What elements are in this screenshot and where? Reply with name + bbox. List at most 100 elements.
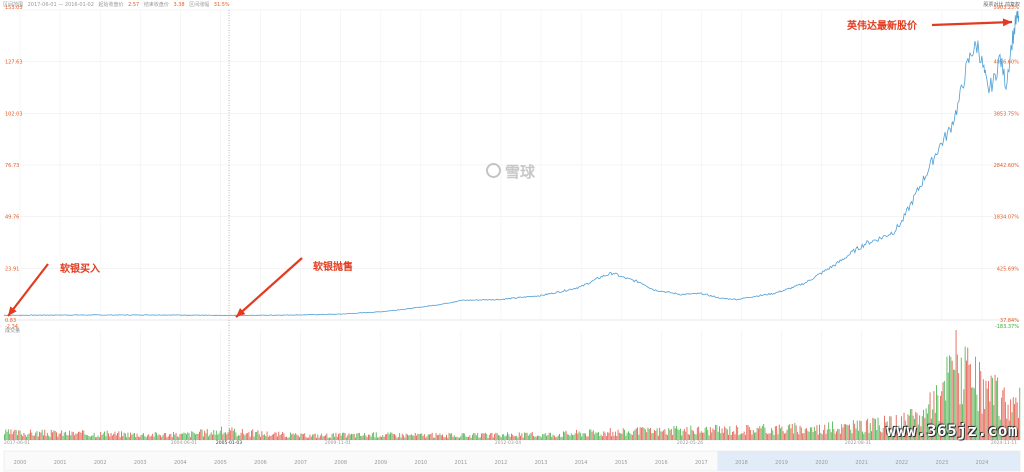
volume-bar: [262, 434, 264, 440]
right-tick-label: 37.84%: [1000, 318, 1019, 324]
volume-bar: [478, 437, 480, 440]
volume-bar: [433, 437, 434, 440]
volume-bar: [655, 431, 657, 440]
volume-bar: [420, 433, 421, 440]
volume-bar: [877, 417, 879, 440]
volume-bar: [626, 432, 628, 440]
volume-bar: [256, 431, 258, 440]
volume-bar: [316, 437, 317, 440]
volume-bar: [50, 429, 52, 440]
volume-bar: [530, 433, 532, 440]
volume-bar: [764, 427, 766, 440]
volume-bar: [438, 434, 440, 440]
navigator-selection: [717, 451, 1020, 471]
volume-bar: [179, 434, 181, 440]
volume-bar: [306, 437, 308, 440]
volume-bar: [31, 432, 33, 440]
volume-bar: [35, 432, 37, 440]
volume-bar: [488, 434, 490, 440]
volume-bar: [893, 426, 895, 440]
volume-bar: [812, 432, 814, 440]
volume-bar: [755, 432, 757, 440]
volume-bar: [413, 435, 415, 440]
volume-bar: [838, 429, 840, 440]
volume-bar: [152, 433, 154, 440]
volume-bar: [227, 432, 229, 440]
range-label: 区间范围: [3, 2, 24, 8]
volume-bar: [11, 434, 13, 440]
volume-bar: [552, 434, 554, 440]
volume-bar: [907, 414, 909, 440]
volume-bar: [69, 430, 70, 440]
compare-links[interactable]: 股票对比 前复权: [983, 2, 1020, 8]
volume-bar: [577, 433, 579, 440]
volume-bar: [253, 436, 255, 440]
volume-bar: [93, 432, 95, 440]
volume-bar: [45, 435, 47, 440]
volume-bar: [381, 437, 382, 440]
volume-bar: [777, 434, 779, 440]
volume-bar: [745, 434, 746, 440]
volume-bar: [9, 433, 11, 440]
volume-bar: [566, 434, 568, 440]
volume-bar: [332, 433, 334, 440]
x-marker-label: 2022-08-31: [845, 440, 871, 446]
volume-bar: [693, 431, 694, 440]
volume-bar: [1006, 418, 1008, 440]
volume-bar: [941, 391, 943, 440]
volume-bar: [807, 430, 809, 440]
volume-bar: [305, 437, 307, 440]
volume-bar: [769, 433, 771, 440]
volume-bar: [615, 431, 616, 440]
volume-bar: [537, 435, 538, 440]
volume-bar: [126, 437, 128, 440]
volume-bar: [613, 435, 615, 440]
volume-bar: [200, 429, 202, 440]
volume-bar: [343, 432, 345, 440]
volume-bar: [139, 437, 141, 440]
volume-bar: [254, 432, 256, 440]
volume-bar: [400, 437, 402, 440]
volume-bar: [273, 434, 274, 440]
volume-bar: [628, 431, 629, 440]
x-marker-label: 2004-06-01: [171, 440, 197, 446]
volume-bar: [555, 437, 557, 440]
volume-bar: [284, 437, 286, 440]
year-label: 2022: [895, 460, 908, 466]
volume-bar: [561, 436, 563, 440]
volume-bar: [422, 435, 424, 440]
volume-bar: [919, 415, 921, 440]
volume-bar: [74, 435, 76, 440]
volume-bar: [161, 437, 163, 440]
right-tick-label: 425.69%: [997, 266, 1019, 272]
x-marker-label: 2017-06-01: [4, 440, 30, 446]
volume-bar: [491, 432, 493, 440]
volume-bar: [797, 431, 798, 440]
volume-bar: [275, 432, 277, 440]
volume-bar: [114, 431, 116, 440]
volume-bar: [724, 426, 726, 440]
change-label: 区间涨幅: [189, 2, 210, 8]
volume-bar: [278, 431, 280, 440]
volume-bar: [569, 435, 571, 440]
volume-bar: [100, 431, 102, 440]
volume-bar: [811, 427, 813, 440]
volume-bar: [184, 432, 186, 440]
volume-bar: [192, 431, 194, 440]
volume-bar: [945, 400, 947, 440]
volume-bar: [344, 433, 346, 440]
volume-bar: [521, 433, 523, 440]
volume-bar: [429, 434, 430, 440]
volume-bar: [403, 435, 404, 440]
volume-bar: [657, 435, 659, 440]
volume-bar: [904, 420, 906, 440]
volume-bar: [153, 436, 155, 440]
year-label: 2014: [575, 460, 588, 466]
volume-bar: [37, 436, 39, 440]
volume-bar: [834, 433, 836, 440]
volume-bar: [719, 426, 720, 440]
x-marker-label: 2022-05-26: [677, 440, 703, 446]
volume-bar: [638, 434, 640, 440]
volume-bar: [95, 437, 96, 440]
